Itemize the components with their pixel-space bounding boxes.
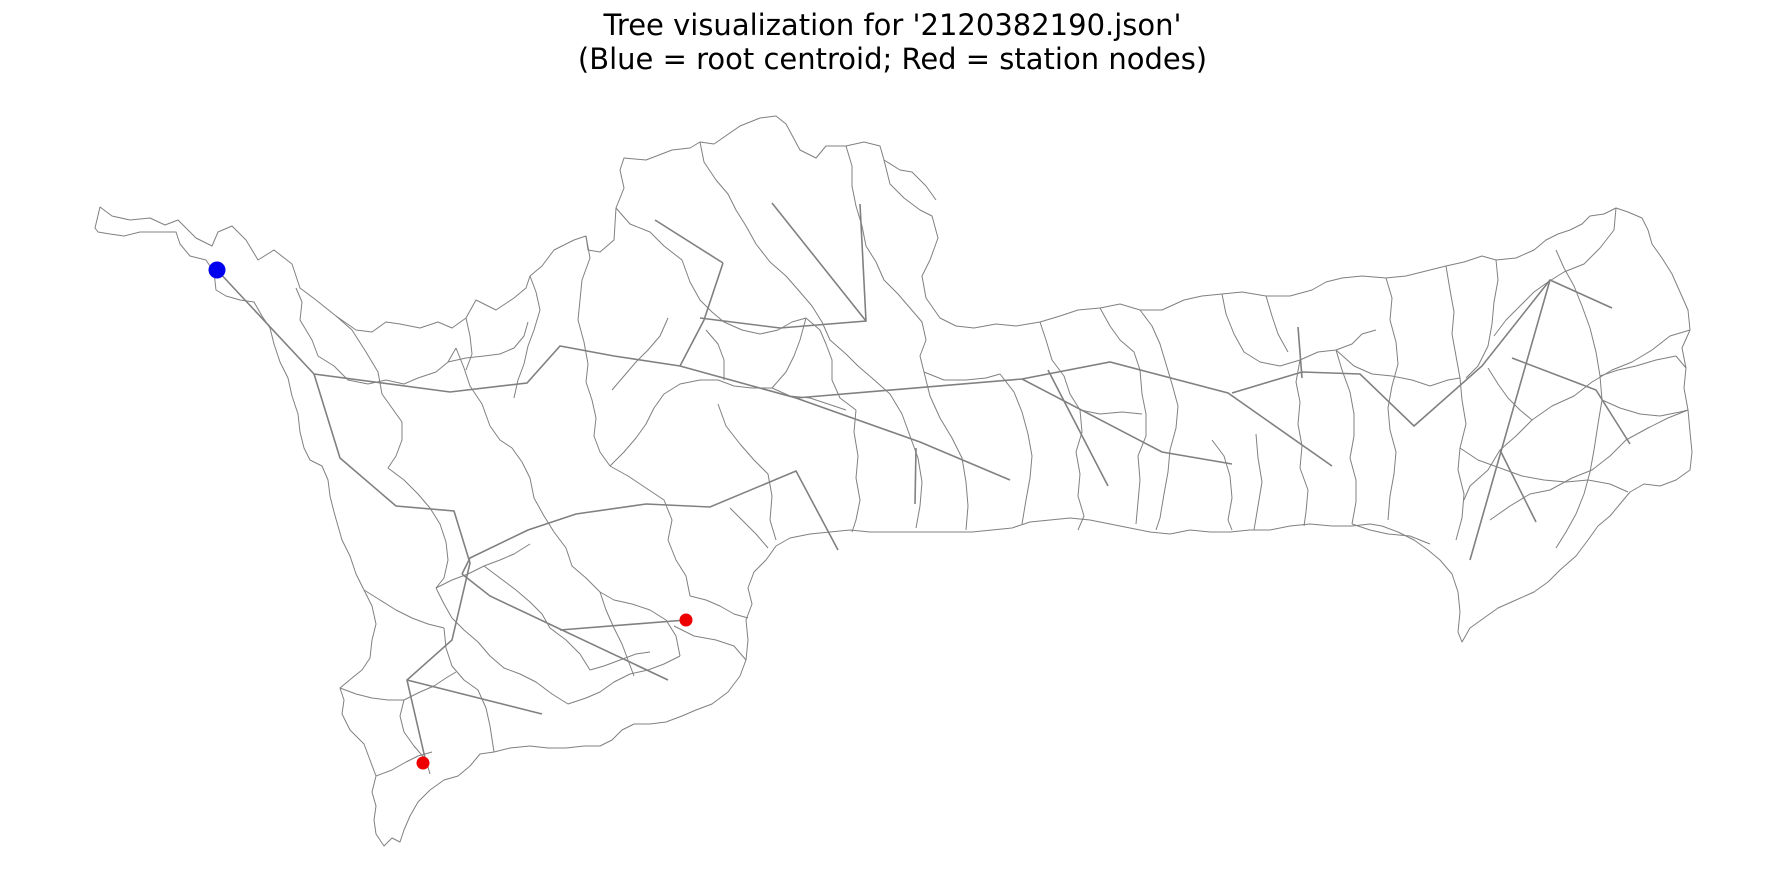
- station-node: [416, 756, 430, 770]
- tree-edge: [1499, 449, 1537, 523]
- tree-edge: [654, 219, 724, 264]
- tree-edge: [313, 373, 471, 759]
- tree-edge: [461, 573, 669, 681]
- tree-edge: [914, 447, 917, 505]
- tree-edge: [461, 469, 839, 575]
- tree-edges: [216, 202, 1631, 759]
- tree-edge: [1469, 279, 1551, 561]
- tree-edge: [1021, 378, 1233, 465]
- tree-edge: [795, 361, 1333, 467]
- tree-edge: [699, 203, 867, 329]
- title-line-1: Tree visualization for '2120382190.json': [603, 8, 1182, 42]
- root-centroid-node: [208, 261, 226, 279]
- tree-edge: [679, 262, 724, 367]
- basin-boundaries: [94, 115, 1693, 847]
- tree-edge: [1297, 326, 1303, 379]
- title-line-2: (Blue = root centroid; Red = station nod…: [577, 42, 1208, 76]
- tree-edge: [771, 202, 867, 322]
- basin-outline: [94, 115, 1693, 847]
- tree-edge: [406, 679, 543, 715]
- tree-edge: [216, 269, 1011, 481]
- station-node: [679, 613, 693, 627]
- tree-edge: [1047, 369, 1109, 487]
- tree-edge: [559, 619, 687, 631]
- tree-edge: [1511, 357, 1631, 445]
- figure-title: Tree visualization for '2120382190.json'…: [0, 8, 1785, 76]
